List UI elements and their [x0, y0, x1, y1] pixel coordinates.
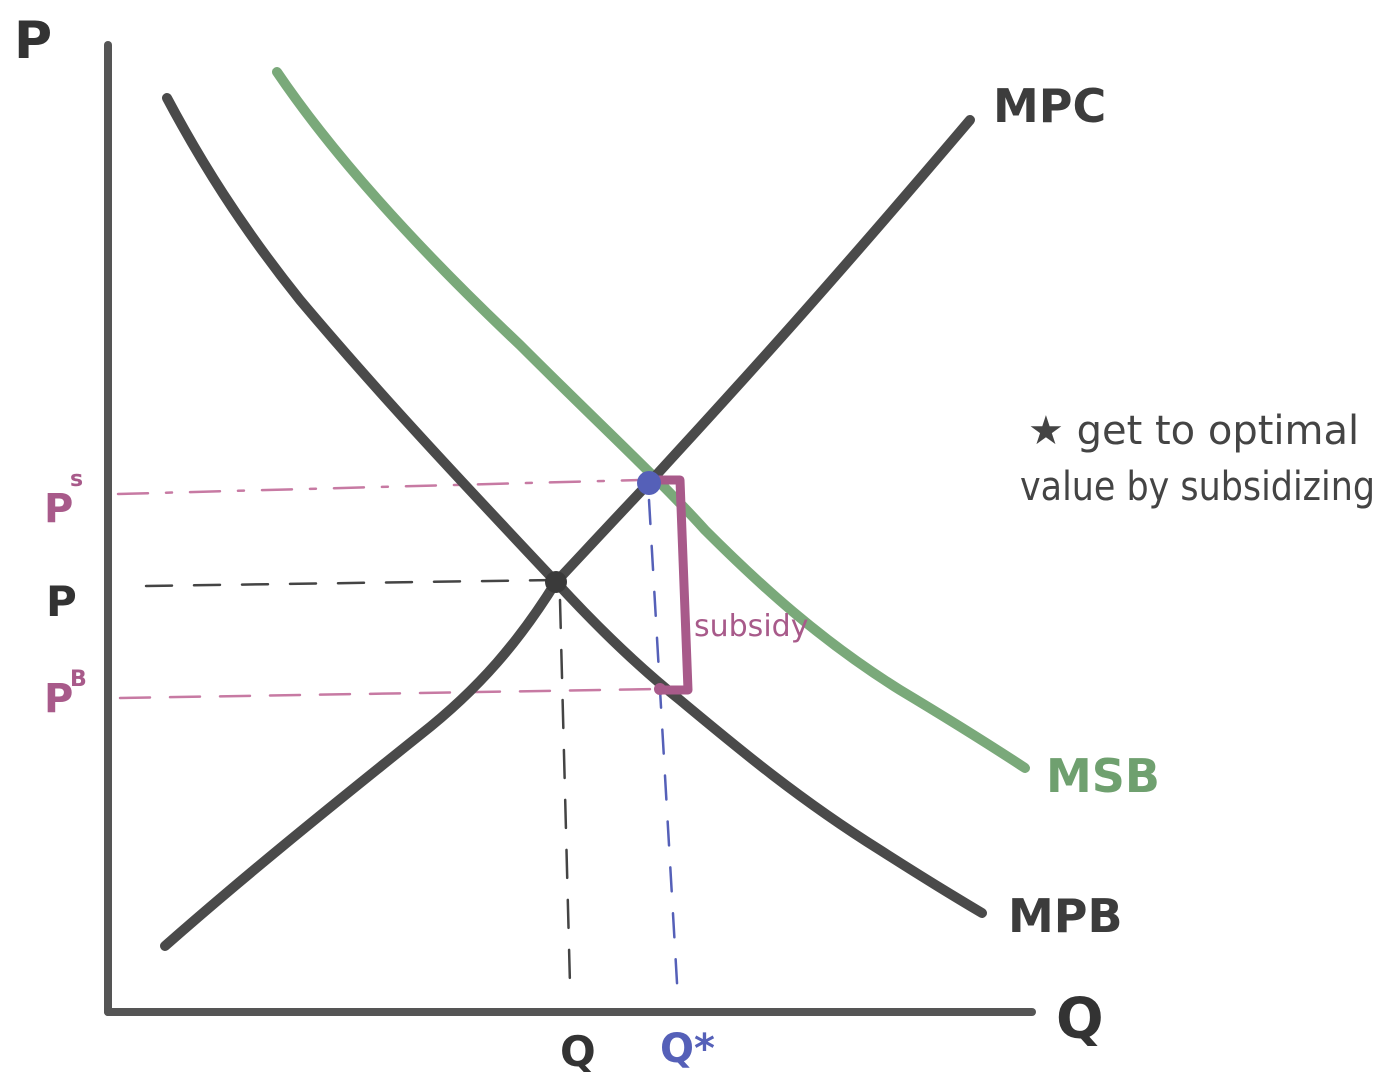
y-axis-label: P	[14, 11, 52, 71]
pb-label: P B	[44, 667, 87, 722]
p-label: P	[46, 577, 77, 626]
ps-guide-line	[116, 478, 642, 496]
pb-label-main: P	[44, 676, 73, 722]
pb-label-sup: B	[70, 667, 87, 692]
subsidy-bracket	[647, 475, 693, 695]
p-guide-line	[144, 578, 558, 588]
q-label: Q	[560, 1027, 596, 1076]
ps-label-sup: s	[70, 467, 83, 492]
buyer-price-point	[654, 683, 666, 695]
msb-curve	[272, 67, 1030, 773]
msb-label: MSB	[1046, 749, 1160, 803]
q-star-guide-line	[647, 498, 680, 1002]
mpb-curve	[162, 93, 987, 918]
mpb-label: MPB	[1008, 889, 1123, 943]
pb-guide-line	[118, 687, 662, 700]
mpc-label: MPC	[993, 79, 1106, 133]
note-line-2: value by subsidizing	[1020, 464, 1375, 510]
ps-label: P s	[44, 467, 83, 532]
x-axis-label: Q	[1056, 987, 1104, 1052]
mpc-curve	[160, 115, 975, 951]
social-optimum-point	[637, 471, 661, 495]
note-line-1: ★ get to optimal	[1028, 408, 1359, 454]
market-equilibrium-point	[545, 571, 567, 593]
ps-label-main: P	[44, 486, 73, 532]
q-star-label: Q*	[660, 1026, 715, 1072]
subsidy-label: subsidy	[694, 609, 808, 644]
q-guide-line	[558, 598, 572, 987]
